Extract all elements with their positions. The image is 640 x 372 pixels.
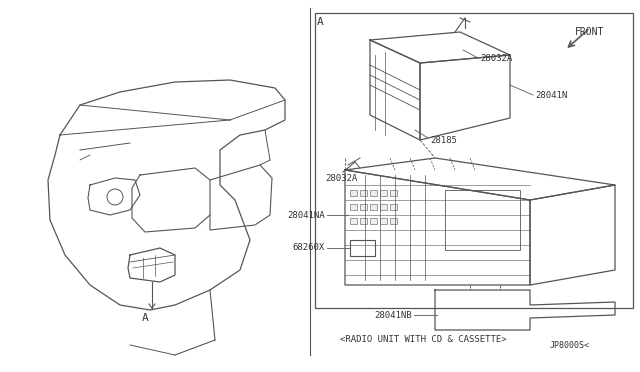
- Bar: [380, 190, 387, 196]
- Bar: [390, 190, 397, 196]
- Text: 28041NA: 28041NA: [287, 211, 325, 219]
- Text: JP8000S<: JP8000S<: [550, 340, 590, 350]
- Text: A: A: [317, 17, 324, 27]
- Text: 28041NB: 28041NB: [374, 311, 412, 320]
- Text: <RADIO UNIT WITH CD & CASSETTE>: <RADIO UNIT WITH CD & CASSETTE>: [340, 336, 507, 344]
- Bar: [370, 218, 377, 224]
- Bar: [445, 190, 520, 250]
- Bar: [350, 190, 357, 196]
- Text: 28041N: 28041N: [535, 90, 567, 99]
- Text: 28185: 28185: [430, 135, 457, 144]
- Bar: [370, 204, 377, 210]
- Bar: [380, 204, 387, 210]
- Bar: [380, 218, 387, 224]
- Text: A: A: [141, 313, 148, 323]
- Text: 68260X: 68260X: [292, 244, 325, 253]
- Bar: [360, 190, 367, 196]
- Bar: [350, 218, 357, 224]
- Bar: [390, 218, 397, 224]
- Bar: [390, 204, 397, 210]
- Bar: [350, 204, 357, 210]
- Bar: [360, 204, 367, 210]
- Text: 28032A: 28032A: [480, 54, 512, 62]
- Bar: [350, 240, 375, 256]
- Text: 28032A: 28032A: [325, 173, 357, 183]
- Text: FRONT: FRONT: [575, 27, 604, 37]
- Bar: [360, 218, 367, 224]
- Bar: [370, 190, 377, 196]
